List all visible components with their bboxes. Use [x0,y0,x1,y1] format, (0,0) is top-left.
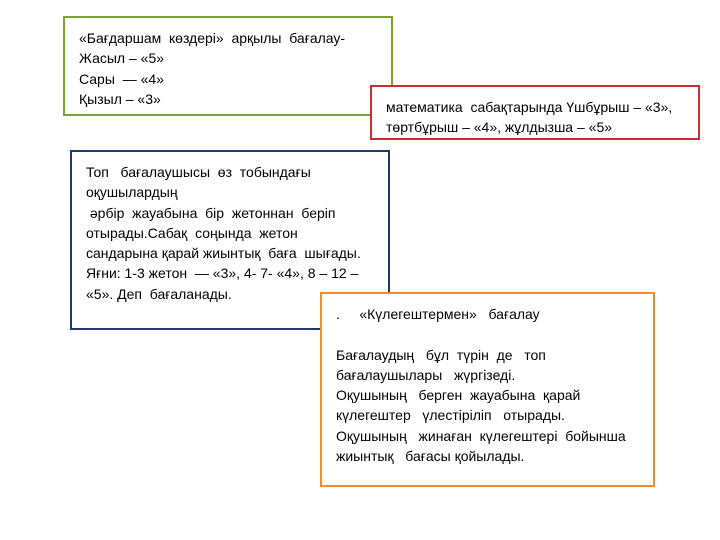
traffic-light-grading-text: «Бағдаршам көздері» арқылы бағалау- Жасы… [79,28,377,109]
smileys-grading-box: . «Күлегештермен» бағалау Бағалаудың бұл… [320,292,655,487]
traffic-light-grading-box: «Бағдаршам көздері» арқылы бағалау- Жасы… [63,16,393,116]
smileys-grading-text: . «Күлегештермен» бағалау Бағалаудың бұл… [336,304,639,466]
math-shapes-grading-text: математика сабақтарында Үшбұрыш – «3», т… [386,97,684,138]
group-evaluator-tokens-text: Топ бағалаушысы өз тобындағы оқушылардың… [86,162,374,304]
math-shapes-grading-box: математика сабақтарында Үшбұрыш – «3», т… [370,85,700,140]
